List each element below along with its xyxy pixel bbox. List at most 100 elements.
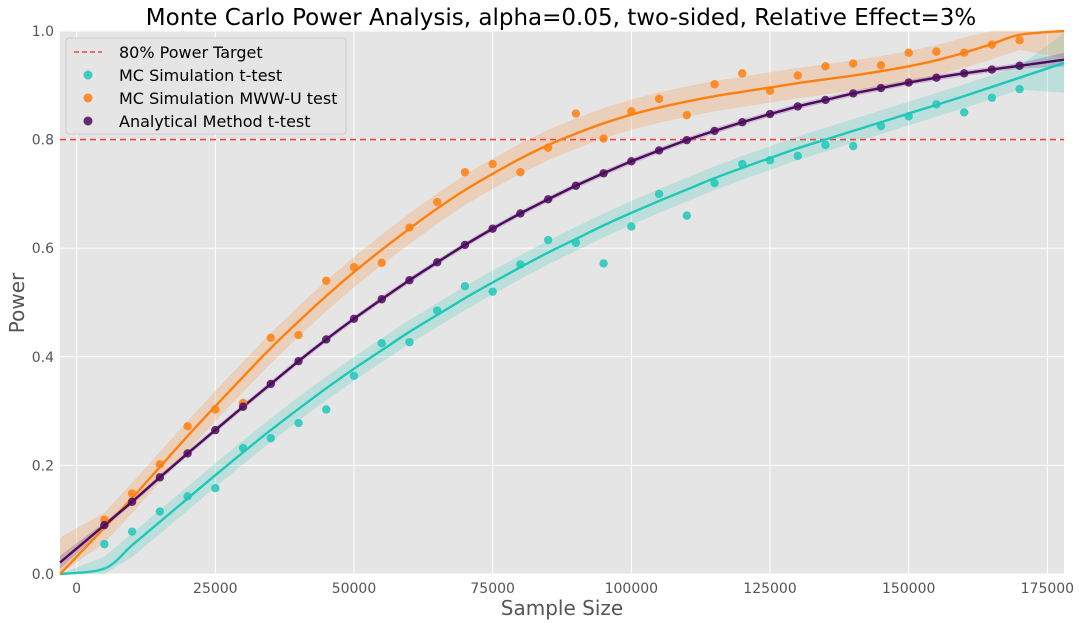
y-tick-label: 0.0 xyxy=(32,567,54,583)
legend-box xyxy=(65,37,347,135)
data-point xyxy=(849,141,858,151)
data-point xyxy=(405,223,414,232)
data-point xyxy=(904,78,913,87)
data-point xyxy=(377,339,386,348)
data-point xyxy=(987,65,997,74)
data-point xyxy=(738,118,747,127)
y-tick-label: 0.4 xyxy=(32,350,54,366)
data-point xyxy=(127,489,137,498)
data-point xyxy=(765,109,775,119)
data-point xyxy=(238,443,248,453)
data-point xyxy=(238,402,248,411)
data-points xyxy=(100,36,1024,549)
x-axis-ticks: 0 25000 50000 75000 100000 125000 150000 175000 xyxy=(72,581,1074,597)
legend-key-mc-mww xyxy=(83,93,93,103)
data-point xyxy=(793,102,802,111)
data-point xyxy=(183,492,192,501)
data-point xyxy=(1015,36,1024,45)
data-point xyxy=(571,109,581,118)
data-point xyxy=(765,156,775,165)
data-point xyxy=(987,40,997,49)
data-point xyxy=(793,151,802,161)
data-point xyxy=(904,48,913,57)
data-point xyxy=(516,209,525,218)
data-point xyxy=(599,259,608,268)
data-point xyxy=(294,418,303,428)
data-point xyxy=(1015,84,1024,94)
data-point xyxy=(682,135,692,145)
data-point xyxy=(543,235,553,245)
data-point xyxy=(710,80,719,89)
data-point xyxy=(987,93,997,102)
data-point xyxy=(211,405,220,414)
data-point xyxy=(821,140,830,150)
data-point xyxy=(765,86,775,95)
data-point xyxy=(849,89,858,98)
data-point xyxy=(876,121,886,131)
y-axis-label: Power xyxy=(5,272,29,333)
data-point xyxy=(488,287,497,296)
data-point xyxy=(155,460,165,469)
data-point xyxy=(183,449,192,458)
x-tick-label: 100000 xyxy=(605,581,658,597)
data-point xyxy=(100,520,109,530)
x-tick-label: 75000 xyxy=(470,581,515,597)
fit-line xyxy=(59,29,1065,575)
grid-lines xyxy=(60,30,1064,575)
legend: 80% Power Target MC Simulation t-test MC… xyxy=(65,37,347,135)
data-point xyxy=(155,507,165,516)
data-point xyxy=(682,110,692,120)
data-point xyxy=(211,425,220,435)
data-point xyxy=(571,181,581,190)
data-point xyxy=(959,48,969,57)
data-point xyxy=(543,143,553,152)
data-point xyxy=(322,276,331,285)
y-tick-label: 0.6 xyxy=(32,241,54,257)
x-axis-label: Sample Size xyxy=(501,596,623,620)
data-point xyxy=(432,258,442,267)
data-point xyxy=(543,195,553,204)
data-point xyxy=(904,112,913,121)
data-point xyxy=(349,314,359,323)
data-point xyxy=(516,260,525,269)
data-point xyxy=(516,167,525,177)
data-point xyxy=(266,379,275,389)
x-tick-label: 25000 xyxy=(193,581,238,597)
data-point xyxy=(682,211,692,220)
data-point xyxy=(322,335,331,344)
data-point xyxy=(738,159,747,169)
data-point xyxy=(155,473,165,482)
data-point xyxy=(183,422,192,431)
data-point xyxy=(738,69,747,78)
data-point xyxy=(932,100,941,109)
data-point xyxy=(793,71,802,80)
data-point xyxy=(460,282,470,291)
data-point xyxy=(432,306,442,315)
data-point xyxy=(876,83,886,93)
legend-key-analytical xyxy=(83,116,93,126)
data-point xyxy=(405,337,414,347)
data-point xyxy=(932,73,941,82)
data-point xyxy=(599,134,608,143)
data-point xyxy=(460,167,470,177)
data-point xyxy=(266,333,275,342)
data-point xyxy=(959,108,969,117)
x-tick-label: 50000 xyxy=(332,581,377,597)
data-point xyxy=(127,527,137,536)
data-point xyxy=(932,47,941,56)
x-tick-label: 125000 xyxy=(743,581,796,597)
data-point xyxy=(821,62,830,71)
legend-label-target: 80% Power Target xyxy=(119,43,263,62)
legend-label-mc-mww: MC Simulation MWW-U test xyxy=(119,89,337,108)
data-point xyxy=(627,157,636,166)
data-point xyxy=(211,484,220,493)
y-tick-label: 1.0 xyxy=(32,24,54,40)
data-point xyxy=(654,146,664,155)
data-point xyxy=(294,356,303,366)
fit-line xyxy=(59,61,1065,576)
data-point xyxy=(710,126,719,136)
data-point xyxy=(432,197,442,207)
data-point xyxy=(377,258,386,268)
y-tick-label: 0.2 xyxy=(32,458,54,474)
data-point xyxy=(294,330,303,340)
